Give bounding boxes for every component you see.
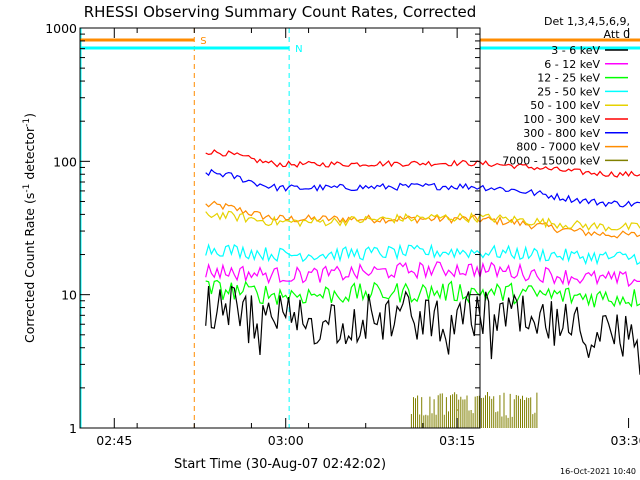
legend-header-line1: Det 1,3,4,5,6,9, — [544, 15, 630, 28]
series-6-12-kev-line — [205, 261, 640, 288]
x-tick-label-2: 03:15 — [439, 433, 475, 448]
x-axis-label: Start Time (30-Aug-07 02:42:02) — [174, 457, 386, 472]
y-tick-label-0: 1 — [69, 421, 77, 436]
legend-7000-15000-kev-label: 7000 - 15000 keV — [502, 154, 600, 167]
series-100-300-kev-line — [205, 149, 640, 178]
series-3-6-kev-line — [205, 285, 640, 375]
x-tick-label-3: 03:30 — [611, 433, 640, 448]
y-axis-label-mid: detector — [22, 126, 37, 184]
footer-date: 16-Oct-2021 10:40 — [560, 467, 636, 476]
series-25-50-kev-line — [205, 243, 640, 266]
x-tick-label-0: 02:45 — [96, 433, 132, 448]
legend-100-300-kev-label: 100 - 300 keV — [523, 113, 600, 126]
series-300-800-kev-line — [205, 168, 640, 208]
legend-300-800-kev-label: 300 - 800 keV — [523, 127, 600, 140]
legend-3-6-kev-label: 3 - 6 keV — [551, 44, 600, 57]
legend-800-7000-kev-label: 800 - 7000 keV — [516, 141, 600, 154]
legend-6-12-kev-label: 6 - 12 keV — [544, 58, 600, 71]
plot-area: SN — [80, 28, 640, 428]
y-axis-label-sup2: -1 — [22, 118, 32, 127]
y-axis: 1 10 100 1000 — [45, 21, 480, 436]
legend-25-50-kev-label: 25 - 50 keV — [537, 85, 600, 98]
n-marker-label: N — [295, 44, 302, 55]
legend-header-line2: Att 0 — [604, 28, 630, 41]
y-axis-label: Corrected Count Rate (s-1 detector-1) — [22, 113, 37, 343]
legend-50-100-kev-label: 50 - 100 keV — [530, 99, 600, 112]
y-axis-label-end: ) — [22, 113, 37, 118]
y-axis-label-main: Corrected Count Rate (s — [22, 193, 37, 343]
y-tick-label-3: 1000 — [45, 21, 77, 36]
y-tick-label-2: 100 — [53, 154, 77, 169]
series-800-7000-kev-line — [205, 200, 640, 239]
series-12-25-kev-line — [205, 279, 640, 308]
legend-12-25-kev-label: 12 - 25 keV — [537, 72, 600, 85]
chart-title: RHESSI Observing Summary Count Rates, Co… — [84, 3, 477, 21]
x-tick-label-1: 03:00 — [268, 433, 304, 448]
s-marker-label: S — [200, 36, 206, 47]
plot-frame — [79, 27, 481, 429]
y-tick-label-1: 10 — [61, 288, 77, 303]
series-7000-15000-kev-burst-1 — [410, 392, 538, 428]
y-axis-label-sup1: -1 — [22, 184, 32, 193]
series-50-100-kev-line — [205, 210, 640, 232]
